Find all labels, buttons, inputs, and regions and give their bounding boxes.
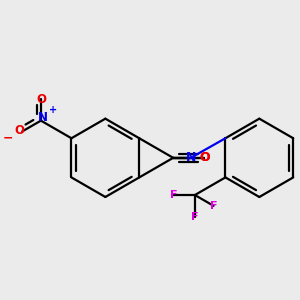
Text: N: N	[186, 151, 196, 164]
Text: +: +	[50, 105, 58, 115]
Text: −: −	[3, 131, 13, 144]
Text: F: F	[169, 190, 177, 200]
Text: O: O	[36, 93, 46, 106]
Text: O: O	[199, 151, 210, 164]
Text: O: O	[14, 124, 24, 137]
Text: N: N	[38, 111, 47, 124]
Text: F: F	[191, 212, 199, 222]
Text: F: F	[210, 201, 217, 211]
Text: O: O	[199, 151, 210, 164]
